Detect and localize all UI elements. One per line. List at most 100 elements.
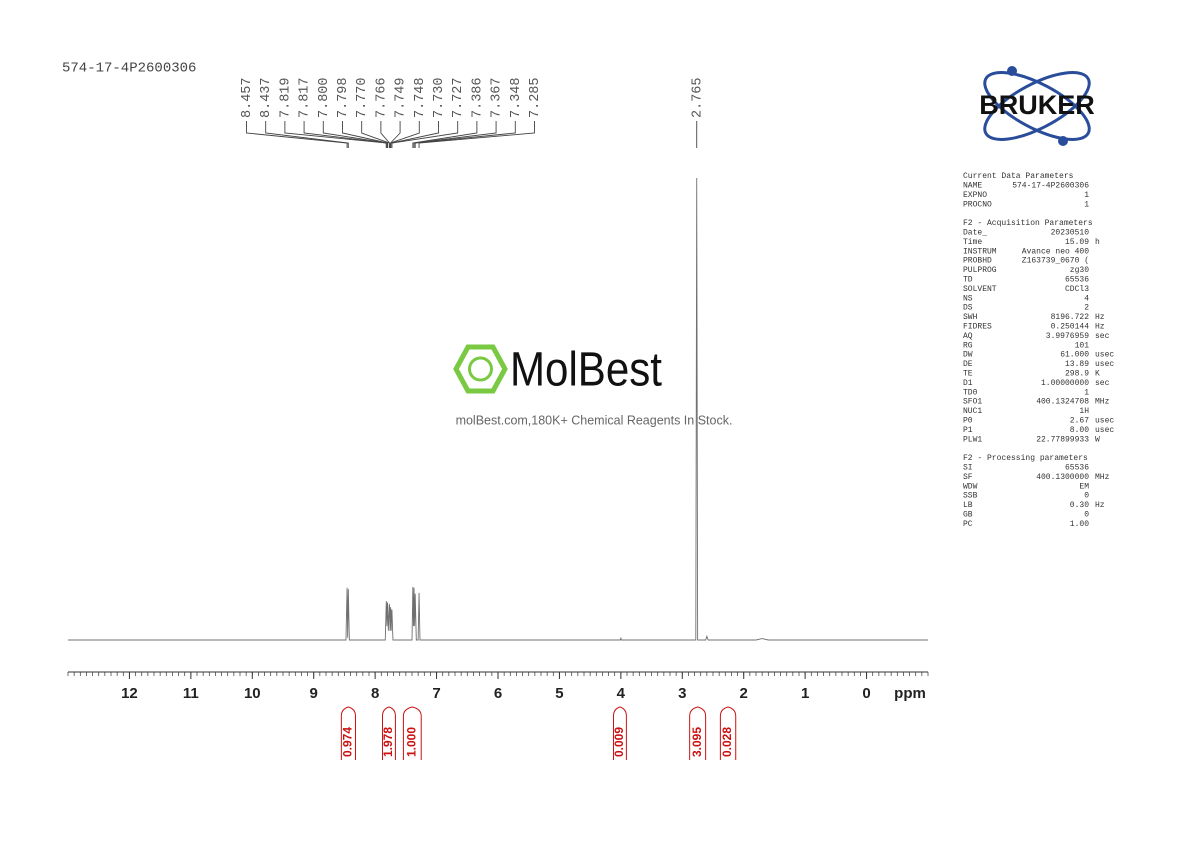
peak-leader bbox=[390, 121, 420, 148]
integral-bracket bbox=[340, 706, 356, 760]
integral-label: 1.000 bbox=[404, 727, 418, 757]
parameter-value: 0.250144 bbox=[1051, 323, 1090, 332]
x-tick-label: 4 bbox=[617, 685, 626, 702]
parameter-name: GB bbox=[963, 511, 973, 520]
parameter-value: 3.9976959 bbox=[1046, 332, 1089, 341]
parameter-name: FIDRES bbox=[963, 323, 992, 332]
integral-label: 0.009 bbox=[612, 727, 626, 757]
parameter-value: 1 bbox=[1084, 191, 1089, 200]
parameter-name: RG bbox=[963, 341, 973, 350]
peak-label: 7.770 bbox=[355, 77, 370, 118]
integral-label: 3.095 bbox=[690, 727, 704, 757]
parameter-value: 0.30 bbox=[1070, 501, 1089, 510]
peak-label: 8.457 bbox=[240, 77, 255, 118]
parameter-value: 2 bbox=[1084, 304, 1089, 313]
parameter-name: SF bbox=[963, 473, 973, 482]
peak-label: 8.437 bbox=[259, 77, 274, 118]
parameter-value: 1 bbox=[1084, 200, 1089, 209]
parameter-value: 1.00000000 bbox=[1041, 379, 1089, 388]
parameter-unit: sec bbox=[1095, 332, 1110, 341]
logo-orbit bbox=[983, 71, 1091, 141]
parameter-value: 400.1300000 bbox=[1036, 473, 1089, 482]
peak-label: 7.285 bbox=[528, 77, 543, 118]
peak-leader bbox=[414, 121, 516, 148]
parameter-name: NAME bbox=[963, 182, 982, 191]
parameter-name: PC bbox=[963, 520, 973, 529]
sample-id: 574-17-4P2600306 bbox=[62, 61, 196, 77]
parameter-value: 4 bbox=[1084, 294, 1089, 303]
parameter-value: 101 bbox=[1075, 341, 1090, 350]
parameter-name: SWH bbox=[963, 313, 978, 322]
parameter-value: 400.1324708 bbox=[1036, 398, 1089, 407]
peak-leader bbox=[322, 121, 388, 148]
parameter-unit: Hz bbox=[1095, 313, 1105, 322]
peak-leader bbox=[265, 121, 349, 148]
parameter-section-title: Current Data Parameters bbox=[963, 172, 1074, 181]
integral-bracket bbox=[402, 706, 422, 760]
integral-bracket bbox=[612, 706, 627, 760]
watermark-brand: MolBest bbox=[510, 344, 662, 397]
parameter-value: 1.00 bbox=[1070, 520, 1089, 529]
parameter-unit: usec bbox=[1095, 360, 1114, 369]
watermark: MolBest molBest.com,180K+ Chemical Reage… bbox=[453, 344, 733, 427]
parameter-name: WDW bbox=[963, 482, 978, 491]
peak-leader bbox=[342, 121, 389, 148]
peak-leader bbox=[380, 121, 390, 148]
parameter-unit: MHz bbox=[1095, 473, 1110, 482]
x-tick-label: 7 bbox=[432, 685, 440, 702]
x-tick-label: 1 bbox=[801, 685, 809, 702]
watermark-tagline: molBest.com,180K+ Chemical Reagents In S… bbox=[456, 413, 733, 427]
parameter-value: 15.09 bbox=[1065, 238, 1089, 247]
parameter-name: SOLVENT bbox=[963, 285, 997, 294]
peak-leader bbox=[246, 121, 348, 148]
parameter-name: D1 bbox=[963, 379, 973, 388]
parameter-value: 20230510 bbox=[1051, 229, 1090, 238]
logo-text: BRUKER bbox=[979, 90, 1095, 120]
x-tick-label: 2 bbox=[740, 685, 748, 702]
peak-label: 7.348 bbox=[509, 77, 524, 118]
peak-label: 7.819 bbox=[278, 77, 293, 118]
parameter-name: SSB bbox=[963, 492, 978, 501]
peak-label: 2.765 bbox=[690, 77, 705, 118]
parameter-value: 1H bbox=[1079, 407, 1089, 416]
parameter-name: EXPNO bbox=[963, 191, 987, 200]
peak-label: 7.367 bbox=[490, 77, 505, 118]
x-tick-label: 9 bbox=[310, 685, 318, 702]
parameter-unit: h bbox=[1095, 238, 1100, 247]
integral-bracket bbox=[689, 706, 707, 760]
peak-label: 7.800 bbox=[317, 77, 332, 118]
peak-leader bbox=[413, 121, 497, 148]
parameter-value: 8196.722 bbox=[1051, 313, 1090, 322]
integral-label: 0.028 bbox=[720, 727, 734, 757]
parameter-name: DS bbox=[963, 304, 973, 313]
parameter-value: 22.77899933 bbox=[1036, 435, 1089, 444]
parameter-unit: usec bbox=[1095, 351, 1114, 360]
peak-label: 7.727 bbox=[451, 77, 466, 118]
peak-label: 7.766 bbox=[374, 77, 389, 118]
parameter-unit: usec bbox=[1095, 417, 1114, 426]
integral-label: 1.978 bbox=[381, 727, 395, 757]
parameter-name: Time bbox=[963, 238, 982, 247]
parameter-name: P1 bbox=[963, 426, 973, 435]
parameter-name: Date_ bbox=[963, 229, 987, 238]
logo: BRUKER bbox=[979, 66, 1095, 146]
parameter-unit: sec bbox=[1095, 379, 1110, 388]
parameter-value: zg30 bbox=[1070, 266, 1089, 275]
peak-label: 7.386 bbox=[470, 77, 485, 118]
peak-label: 7.748 bbox=[413, 77, 428, 118]
parameter-value: 298.9 bbox=[1065, 370, 1089, 379]
parameter-name: PULPROG bbox=[963, 266, 997, 275]
integral-bracket bbox=[719, 706, 737, 760]
parameter-name: TD bbox=[963, 276, 973, 285]
peak-leader bbox=[418, 121, 535, 148]
peak-leader bbox=[412, 121, 478, 148]
parameter-unit: Hz bbox=[1095, 501, 1105, 510]
parameter-name: SI bbox=[963, 464, 973, 473]
parameter-section-title: F2 - Acquisition Parameters bbox=[963, 219, 1093, 228]
watermark-ring bbox=[468, 356, 493, 382]
parameter-value: 8.00 bbox=[1070, 426, 1089, 435]
x-tick-label: 5 bbox=[555, 685, 563, 702]
parameter-value: 0 bbox=[1084, 492, 1089, 501]
